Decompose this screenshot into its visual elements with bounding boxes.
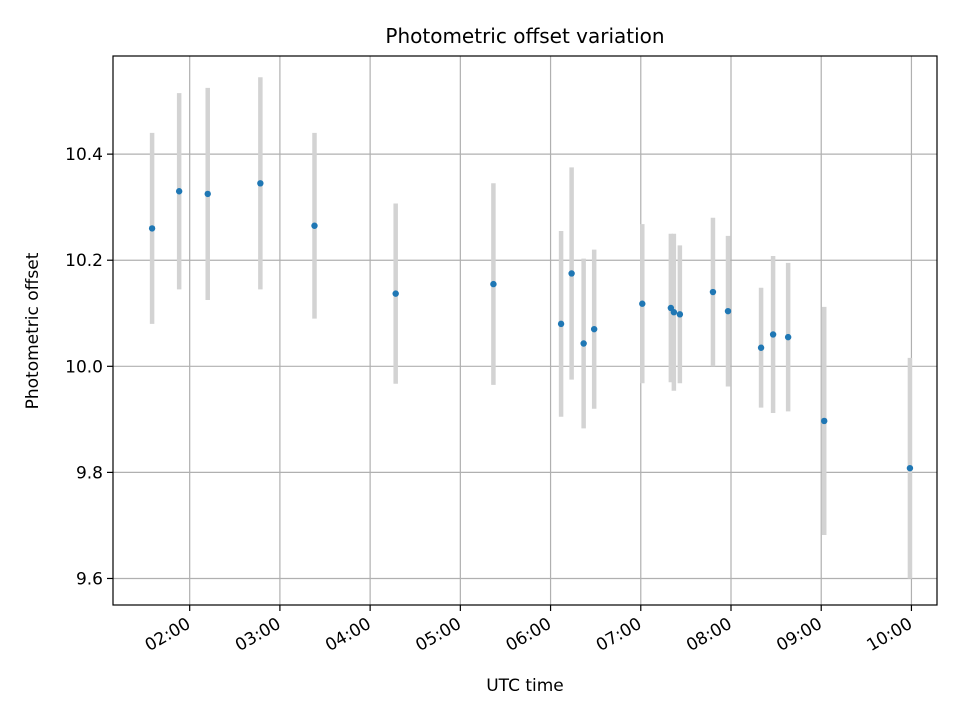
data-point xyxy=(590,325,598,333)
y-tick-label: 9.8 xyxy=(76,463,103,483)
point-layer xyxy=(148,180,914,472)
y-axis: 9.6 9.8 10.0 10.2 10.4 xyxy=(65,145,113,589)
data-point xyxy=(821,417,828,425)
data-point xyxy=(204,190,211,198)
chart-title: Photometric offset variation xyxy=(385,24,664,48)
data-point xyxy=(906,464,914,472)
y-tick-label: 9.6 xyxy=(76,569,103,589)
data-point xyxy=(148,225,156,232)
data-point xyxy=(769,331,777,338)
data-point xyxy=(709,288,717,296)
data-point xyxy=(580,340,587,347)
data-point xyxy=(639,300,646,307)
data-point xyxy=(257,180,264,187)
data-point xyxy=(757,344,765,351)
data-point xyxy=(392,290,399,297)
data-point xyxy=(568,270,575,277)
y-axis-label: Photometric offset xyxy=(23,252,43,409)
y-tick-label: 10.0 xyxy=(65,357,103,377)
data-point xyxy=(670,309,678,316)
x-axis-label: UTC time xyxy=(486,676,564,696)
plot-frame xyxy=(112,55,938,606)
data-point xyxy=(490,280,497,288)
data-point xyxy=(676,311,684,318)
data-point xyxy=(175,188,183,195)
y-tick-label: 10.4 xyxy=(65,145,103,165)
y-tick-label: 10.2 xyxy=(65,251,103,271)
data-point xyxy=(557,320,565,328)
data-point xyxy=(311,222,318,229)
data-point xyxy=(784,333,792,341)
data-point xyxy=(724,307,732,315)
